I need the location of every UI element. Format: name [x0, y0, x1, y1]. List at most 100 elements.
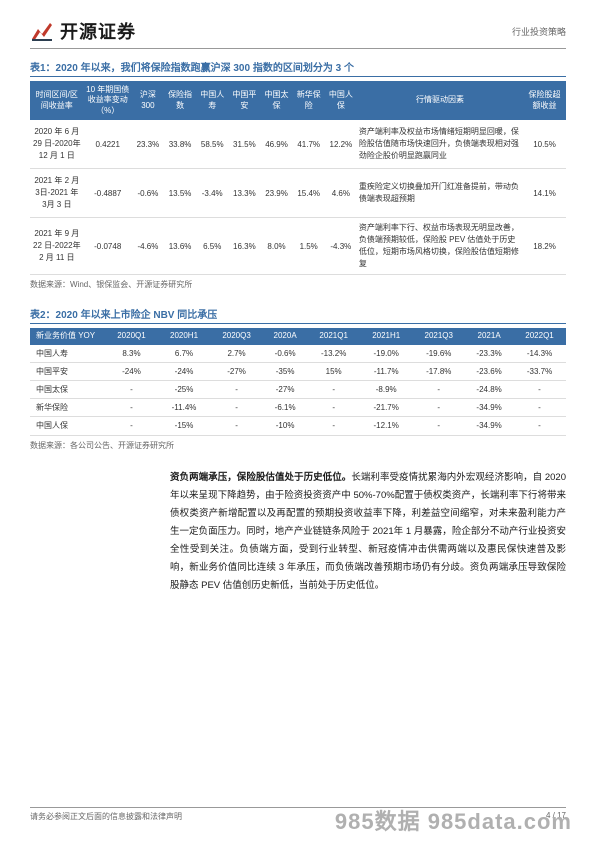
- table2-cell: -0.6%: [263, 345, 307, 363]
- table2-name-cell: 中国人保: [30, 417, 105, 435]
- table2-cell: -14.3%: [513, 345, 566, 363]
- table2-cell: -: [513, 380, 566, 398]
- table2-row: 新华保险--11.4%--6.1%--21.7%--34.9%-: [30, 399, 566, 417]
- table1-cell: 14.1%: [523, 169, 566, 218]
- logo-icon: [30, 19, 54, 43]
- table1-cell: 16.3%: [228, 218, 260, 275]
- table2-cell: -: [105, 380, 158, 398]
- table1-header-cell: 中国平安: [228, 81, 260, 120]
- table1-row: 2021 年 2 月 3日-2021 年 3月 3 日-0.4887-0.6%1…: [30, 169, 566, 218]
- table2-cell: -13.2%: [307, 345, 360, 363]
- table1-header-cell: 中国人寿: [196, 81, 228, 120]
- table2-header-cell: 2020Q3: [210, 328, 263, 344]
- table1-cell: 15.4%: [293, 169, 325, 218]
- table1-cell: -3.4%: [196, 169, 228, 218]
- table1-cell: -0.6%: [132, 169, 164, 218]
- table1-cell: 0.4221: [84, 120, 132, 169]
- table1-cell: 23.9%: [260, 169, 292, 218]
- table2-header-cell: 2020A: [263, 328, 307, 344]
- table1-cell: 12.2%: [325, 120, 357, 169]
- table1-header-cell: 行情驱动因素: [357, 81, 523, 120]
- table2-row: 中国平安-24%-24%-27%-35%15%-11.7%-17.8%-23.6…: [30, 362, 566, 380]
- table2-cell: -12.1%: [360, 417, 412, 435]
- table1-row: 2020 年 6 月29 日-2020年 12 月 1 日0.422123.3%…: [30, 120, 566, 169]
- table1-cell: -4.6%: [132, 218, 164, 275]
- table1-cell: -4.3%: [325, 218, 357, 275]
- table1-cell: 13.3%: [228, 169, 260, 218]
- table1-cell: 23.3%: [132, 120, 164, 169]
- table2-cell: -19.0%: [360, 345, 412, 363]
- table1-header-cell: 保险股超额收益: [523, 81, 566, 120]
- table1-cell: 资产端利率下行、权益市场表现无明显改善，负债端预期较低，保险股 PEV 估值处于…: [357, 218, 523, 275]
- table2-header-cell: 2021Q3: [412, 328, 465, 344]
- brand-name: 开源证券: [60, 18, 136, 44]
- table2-header-cell: 新业务价值 YOY: [30, 328, 105, 344]
- table2-cell: -27%: [263, 380, 307, 398]
- table1-cell: 58.5%: [196, 120, 228, 169]
- table1-cell: 41.7%: [293, 120, 325, 169]
- table2-name-cell: 中国太保: [30, 380, 105, 398]
- table2-name-cell: 新华保险: [30, 399, 105, 417]
- table2-cell: -35%: [263, 362, 307, 380]
- table1-cell: 18.2%: [523, 218, 566, 275]
- table2-cell: -: [513, 417, 566, 435]
- table1-cell: 10.5%: [523, 120, 566, 169]
- brand-logo: 开源证券: [30, 18, 136, 44]
- table2-row: 中国人保--15%--10%--12.1%--34.9%-: [30, 417, 566, 435]
- table1-cell: 2020 年 6 月29 日-2020年 12 月 1 日: [30, 120, 84, 169]
- table2-header-cell: 2021A: [465, 328, 513, 344]
- table1-header-cell: 10 年期国债收益率变动（%）: [84, 81, 132, 120]
- para-lead: 资负两端承压，保险股估值处于历史低位。: [170, 472, 351, 483]
- table2-cell: -10%: [263, 417, 307, 435]
- table2-header-cell: 2021Q1: [307, 328, 360, 344]
- table1-header-cell: 中国太保: [260, 81, 292, 120]
- table1-cell: 4.6%: [325, 169, 357, 218]
- table1-cell: 重疾险定义切换叠加开门红准备提前，带动负债端表现超预期: [357, 169, 523, 218]
- table2-cell: -21.7%: [360, 399, 412, 417]
- table2-cell: 8.3%: [105, 345, 158, 363]
- table1-cell: 8.0%: [260, 218, 292, 275]
- table1-header-cell: 时间区间/区间收益率: [30, 81, 84, 120]
- table1-cell: -0.0748: [84, 218, 132, 275]
- table2-header-cell: 2021H1: [360, 328, 412, 344]
- table1-header-cell: 中国人保: [325, 81, 357, 120]
- table2-cell: -: [210, 380, 263, 398]
- table2-cell: -6.1%: [263, 399, 307, 417]
- table2-name-cell: 中国人寿: [30, 345, 105, 363]
- table2-header-cell: 2022Q1: [513, 328, 566, 344]
- table2-row: 中国太保--25%--27%--8.9%--24.8%-: [30, 380, 566, 398]
- table2-cell: 6.7%: [158, 345, 210, 363]
- table2-cell: -17.8%: [412, 362, 465, 380]
- table2-cell: -34.9%: [465, 417, 513, 435]
- para-body: 长端利率受疫情扰累海内外宏观经济影响，自 2020 年以来呈现下降趋势，由于险资…: [170, 472, 566, 591]
- table2-cell: -: [412, 380, 465, 398]
- table2-cell: -33.7%: [513, 362, 566, 380]
- table2-cell: -: [105, 417, 158, 435]
- table2-cell: -: [513, 399, 566, 417]
- doc-category: 行业投资策略: [512, 25, 566, 38]
- table2-cell: 15%: [307, 362, 360, 380]
- table1-cell: 2021 年 9 月22 日-2022年 2 月 11 日: [30, 218, 84, 275]
- table1-header-cell: 沪深300: [132, 81, 164, 120]
- table2-cell: -11.7%: [360, 362, 412, 380]
- table2-cell: -24%: [105, 362, 158, 380]
- table1-cell: 31.5%: [228, 120, 260, 169]
- table2-row: 中国人寿8.3%6.7%2.7%-0.6%-13.2%-19.0%-19.6%-…: [30, 345, 566, 363]
- table2-cell: -: [307, 399, 360, 417]
- table2-cell: 2.7%: [210, 345, 263, 363]
- table1: 时间区间/区间收益率10 年期国债收益率变动（%）沪深300保险指数中国人寿中国…: [30, 81, 566, 275]
- table1-cell: -0.4887: [84, 169, 132, 218]
- table1-cell: 1.5%: [293, 218, 325, 275]
- table2-cell: -: [307, 417, 360, 435]
- table1-row: 2021 年 9 月22 日-2022年 2 月 11 日-0.0748-4.6…: [30, 218, 566, 275]
- table2-cell: -8.9%: [360, 380, 412, 398]
- table2-cell: -: [307, 380, 360, 398]
- table2-cell: -: [210, 417, 263, 435]
- table2-cell: -23.3%: [465, 345, 513, 363]
- table2-cell: -: [210, 399, 263, 417]
- table1-cell: 13.6%: [164, 218, 196, 275]
- table2-cell: -: [105, 399, 158, 417]
- table1-cell: 33.8%: [164, 120, 196, 169]
- table1-cell: 13.5%: [164, 169, 196, 218]
- table2-cell: -11.4%: [158, 399, 210, 417]
